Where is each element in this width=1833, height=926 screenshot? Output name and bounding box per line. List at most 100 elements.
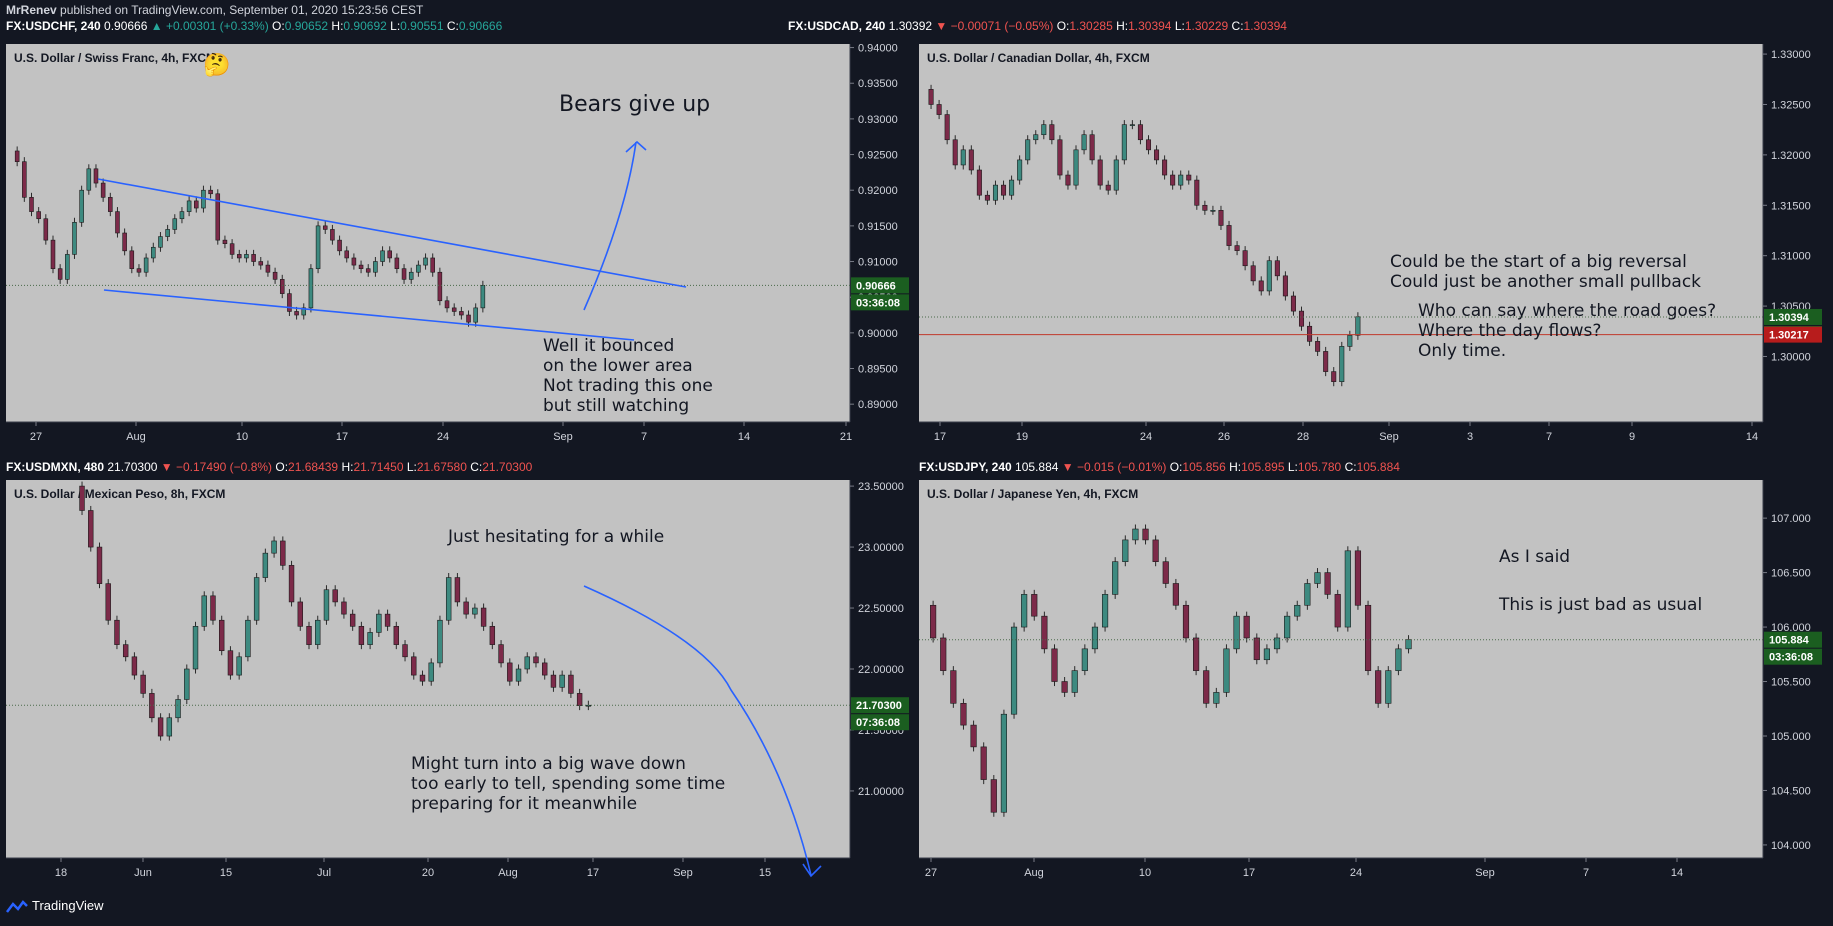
candle-body — [454, 577, 461, 603]
candle-body — [93, 168, 99, 184]
y-tick-label: 0.91000 — [858, 257, 898, 269]
candle-body — [1154, 149, 1160, 161]
header-label: H: — [341, 460, 354, 474]
candle-body — [401, 268, 407, 280]
time-axis — [919, 422, 1763, 453]
x-tick-label: 18 — [55, 867, 67, 879]
candle-body — [1253, 637, 1260, 661]
projection-arrow — [583, 585, 812, 876]
candle-body — [186, 200, 192, 212]
x-tick-label: 7 — [641, 431, 647, 443]
candle-body — [1210, 210, 1216, 212]
header-last: 1.30392 — [885, 19, 936, 33]
candle-body — [86, 168, 92, 191]
candle-body — [308, 268, 314, 309]
y-tick-label: 104.000 — [1771, 840, 1811, 852]
x-tick-label: 28 — [1297, 431, 1309, 443]
candle-body — [29, 197, 34, 212]
candle-body — [1122, 539, 1129, 563]
candle-body — [272, 271, 278, 280]
candle-body — [990, 779, 997, 813]
candle-body — [1170, 174, 1176, 186]
header-l: 105.780 — [1297, 460, 1345, 474]
candle-body — [57, 268, 63, 280]
author-name[interactable]: MrRenev — [6, 3, 57, 17]
price-label: 1.30394 — [1769, 312, 1810, 324]
annotation-text: Could be the start of a big reversal Coul… — [1390, 252, 1701, 292]
x-tick-label: 14 — [1746, 431, 1758, 443]
y-tick-label: 1.32000 — [1771, 150, 1811, 162]
candle-body — [952, 139, 958, 166]
candle-body — [219, 619, 225, 652]
chart-panel-usdchf[interactable]: 0.94000 0.93500 0.93000 0.92500 0.92000 0.915… — [6, 44, 913, 453]
annotation-line: but still watching — [543, 396, 689, 416]
chart-panel-usdmxn[interactable]: 23.50000 23.00000 22.50000 22.00000 21.50000… — [6, 480, 913, 889]
candle-body — [287, 293, 292, 312]
candle-body — [387, 250, 392, 259]
candle-body — [480, 607, 487, 627]
x-tick-label: 27 — [925, 867, 937, 879]
publisher-text: published on TradingView.com, September … — [56, 3, 424, 17]
candle-body — [1243, 615, 1250, 639]
candle-body — [351, 257, 357, 266]
candle-body — [1323, 351, 1329, 372]
candle-body — [301, 307, 307, 316]
x-tick-label: 10 — [236, 431, 248, 443]
header-symbol: FX:USDMXN, 480 — [6, 460, 105, 474]
candle-body — [229, 243, 235, 255]
annotation-line: This is just bad as usual — [1498, 595, 1702, 615]
candle-body — [1105, 184, 1111, 191]
candle-body — [976, 169, 982, 196]
candle-body — [380, 250, 385, 262]
y-tick-label: 106.500 — [1771, 568, 1811, 580]
x-tick-label: Sep — [1475, 867, 1495, 879]
candle-body — [411, 656, 417, 676]
x-tick-label: Sep — [673, 867, 693, 879]
candle-body — [928, 89, 934, 105]
candle-body — [1344, 550, 1351, 628]
candle-body — [1162, 159, 1168, 176]
header-symbol: FX:USDJPY, 240 — [919, 460, 1012, 474]
price-label-box — [851, 714, 909, 731]
candle-body — [930, 604, 937, 639]
candle-body — [122, 644, 129, 658]
x-tick-label: 7 — [1583, 867, 1589, 879]
y-tick-label: 104.500 — [1771, 785, 1811, 797]
candle-body — [1364, 604, 1372, 671]
tradingview-brand: TradingView — [32, 898, 104, 913]
candle-body — [1315, 341, 1321, 352]
chart-panel-usdjpy[interactable]: 107.000 106.500 106.000 105.500 105.000 104.5… — [919, 480, 1826, 889]
x-tick-label: 17 — [1243, 867, 1255, 879]
candle-body — [22, 161, 27, 198]
candle-body — [1097, 159, 1103, 186]
x-tick-label: 26 — [1218, 431, 1230, 443]
candle-body — [36, 211, 41, 220]
candle-body — [393, 626, 400, 645]
candle-body — [1089, 134, 1095, 161]
annotation-line: Where the day flows? — [1418, 321, 1601, 341]
candle-body — [1202, 204, 1208, 211]
candle-body — [184, 668, 190, 700]
candle-body — [330, 229, 335, 241]
candle-body — [358, 264, 364, 269]
tradingview-footer[interactable]: TradingView — [6, 898, 104, 914]
candle-body — [402, 644, 408, 658]
price-label-box — [1764, 631, 1822, 648]
candle-body — [1081, 648, 1088, 671]
x-tick-label: 19 — [1016, 431, 1028, 443]
candle-body — [1226, 225, 1232, 246]
candle-body — [1223, 648, 1230, 693]
candle-body — [1031, 594, 1038, 617]
header-o: 0.90652 — [284, 19, 332, 33]
header-h: 21.71450 — [353, 460, 407, 474]
candle-body — [294, 311, 299, 316]
candle-body — [1121, 124, 1127, 161]
chart-header-usdjpy: FX:USDJPY, 240 105.884 ▼ −0.015 (−0.01%)… — [919, 460, 1400, 474]
candle-body — [136, 268, 142, 273]
annotation-text: Just hesitating for a while — [447, 527, 664, 547]
chart-panel-usdcad[interactable]: 1.33000 1.32500 1.32000 1.31500 1.31000 1.305… — [919, 44, 1826, 453]
candle-body — [149, 693, 155, 719]
candle-body — [568, 674, 574, 694]
candle-body — [980, 746, 987, 780]
candle-body — [466, 314, 471, 323]
